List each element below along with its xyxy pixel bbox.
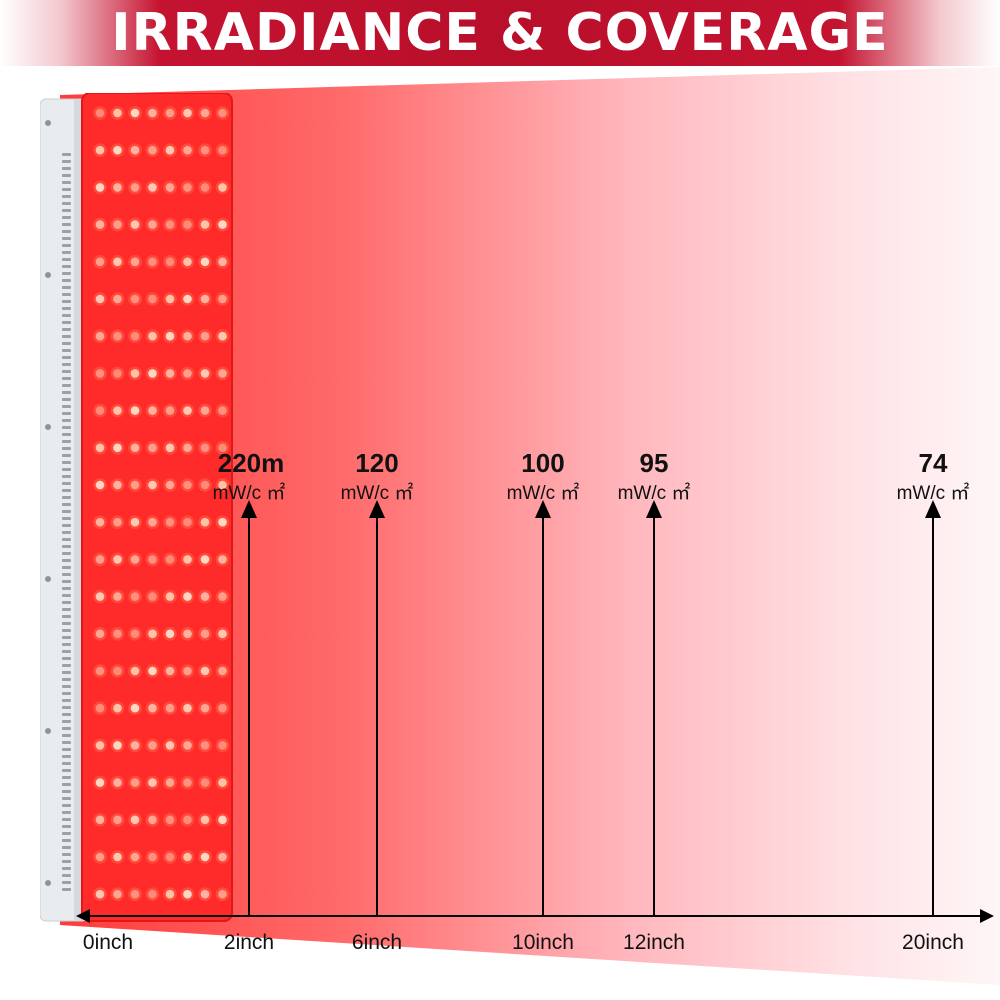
arrow-head (646, 500, 662, 518)
arrow-head (241, 500, 257, 518)
distance-axis (76, 909, 994, 923)
arrow-left-icon (76, 909, 90, 923)
irradiance-unit: mW/c ㎡ (341, 481, 414, 504)
tick-label: 12inch (623, 931, 685, 954)
tick-label: 20inch (902, 931, 964, 954)
tick-label: 10inch (512, 931, 574, 954)
irradiance-value: 100 (521, 448, 564, 478)
arrow-head (535, 500, 551, 518)
tick-label: 2inch (224, 931, 274, 954)
arrow-head (925, 500, 941, 518)
irradiance-unit: mW/c ㎡ (213, 481, 286, 504)
led-panel-image (40, 93, 233, 922)
tick-label-origin: 0inch (83, 931, 133, 954)
irradiance-unit: mW/c ㎡ (897, 481, 970, 504)
page-title: IRRADIANCE & COVERAGE (111, 3, 889, 63)
irradiance-unit: mW/c ㎡ (618, 481, 691, 504)
arrow-head (369, 500, 385, 518)
irradiance-value: 120 (355, 448, 398, 478)
title-banner: IRRADIANCE & COVERAGE (0, 0, 1000, 66)
irradiance-value: 220m (218, 448, 285, 478)
irradiance-unit: mW/c ㎡ (507, 481, 580, 504)
arrow-right-icon (980, 909, 994, 923)
tick-label: 6inch (352, 931, 402, 954)
irradiance-value: 95 (640, 448, 669, 478)
irradiance-value: 74 (919, 448, 948, 478)
